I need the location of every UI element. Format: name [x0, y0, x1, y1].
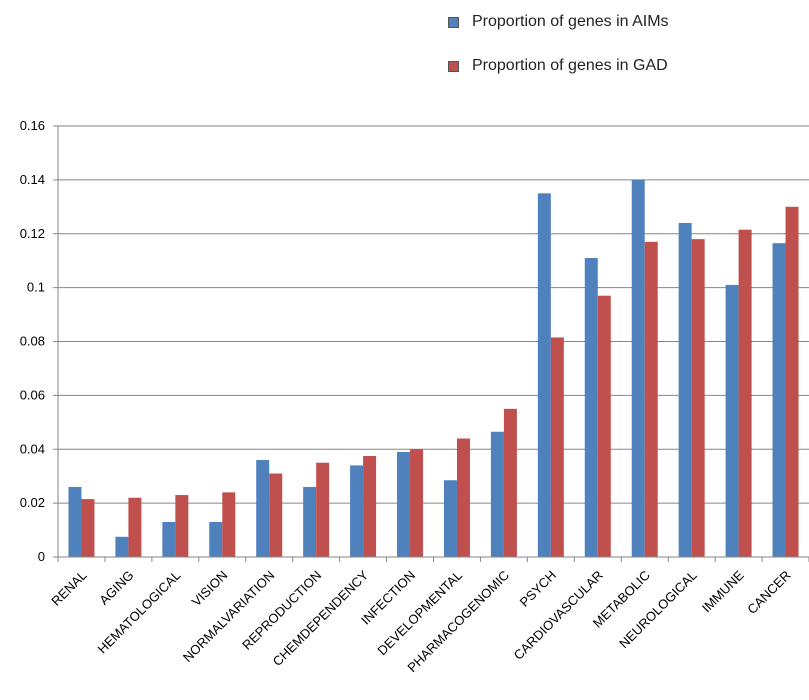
- bar-gad-renal: [81, 499, 95, 557]
- y-tick-label: 0.04: [20, 441, 45, 456]
- bar-gad-metabolic: [644, 241, 658, 558]
- bars: [68, 179, 799, 558]
- bar-aims-normalvariation: [256, 460, 270, 557]
- bar-aims-hematological: [162, 521, 176, 557]
- bar-gad-pharmacogenomic: [503, 408, 517, 557]
- bar-aims-chemdependency: [350, 465, 364, 557]
- bar-aims-aging: [115, 536, 129, 557]
- bar-gad-cardiovascular: [597, 295, 611, 557]
- bar-aims-metabolic: [631, 179, 645, 557]
- x-category-label: CARDIOVASCULAR: [511, 568, 606, 663]
- x-category-label: VISION: [189, 568, 231, 610]
- gridlines: [58, 125, 809, 504]
- legend-swatch-gad: [448, 60, 459, 72]
- bar-aims-pharmacogenomic: [490, 431, 504, 557]
- bar-gad-immune: [738, 229, 752, 557]
- x-category-label: CHEMDEPENDENCY: [270, 567, 372, 669]
- x-category-label: DEVELOPMENTAL: [374, 568, 465, 659]
- bar-gad-reproduction: [316, 462, 330, 557]
- x-category-label: RENAL: [48, 568, 89, 609]
- y-axis-ticks: 0 0.02 0.04 0.06 0.08 0.1 0.12 0.14 0.16: [20, 118, 58, 564]
- bar-gad-vision: [222, 492, 236, 557]
- y-tick-label: 0.02: [20, 495, 45, 510]
- y-tick-label: 0.06: [20, 387, 45, 402]
- x-category-label: HEMATOLOGICAL: [95, 568, 184, 657]
- y-tick-label: 0: [38, 549, 45, 564]
- y-tick-label: 0.16: [20, 118, 45, 133]
- bar-aims-neurological: [678, 222, 692, 557]
- bar-gad-chemdependency: [363, 455, 377, 557]
- bar-gad-neurological: [691, 239, 705, 557]
- bar-gad-cancer: [785, 206, 799, 557]
- x-category-label: IMMUNE: [699, 567, 747, 615]
- bar-aims-psych: [537, 193, 551, 557]
- y-tick-label: 0.08: [20, 334, 45, 349]
- x-category-label: REPRODUCTION: [239, 568, 324, 653]
- bar-aims-cancer: [772, 243, 786, 557]
- legend-item-aims: Proportion of genes in AIMs: [448, 0, 748, 44]
- axes: [57, 126, 809, 562]
- x-category-label: CANCER: [744, 568, 793, 617]
- bar-gad-infection: [410, 449, 424, 557]
- x-category-label: AGING: [96, 568, 136, 608]
- y-tick-label: 0.12: [20, 226, 45, 241]
- bar-aims-developmental: [443, 480, 457, 557]
- bar-gad-hematological: [175, 495, 189, 557]
- bar-gad-developmental: [456, 438, 470, 557]
- y-tick-label: 0.1: [27, 280, 45, 295]
- y-tick-label: 0.14: [20, 172, 45, 187]
- bar-aims-vision: [209, 521, 223, 557]
- x-category-label: PSYCH: [517, 568, 559, 610]
- bar-gad-normalvariation: [269, 473, 283, 557]
- bar-gad-psych: [550, 337, 564, 557]
- legend-swatch-aims: [448, 16, 459, 28]
- legend-label-aims: Proportion of genes in AIMs: [472, 13, 669, 30]
- bar-aims-immune: [725, 284, 739, 557]
- bar-aims-cardiovascular: [584, 257, 598, 557]
- x-category-label: NORMALVARIATION: [180, 568, 277, 665]
- bar-aims-reproduction: [303, 486, 317, 557]
- bar-aims-renal: [68, 486, 82, 557]
- legend: Proportion of genes in AIMs Proportion o…: [448, 0, 748, 88]
- legend-item-gad: Proportion of genes in GAD: [448, 44, 748, 88]
- bar-aims-infection: [397, 451, 411, 557]
- bar-gad-aging: [128, 497, 142, 557]
- legend-label-gad: Proportion of genes in GAD: [472, 57, 668, 74]
